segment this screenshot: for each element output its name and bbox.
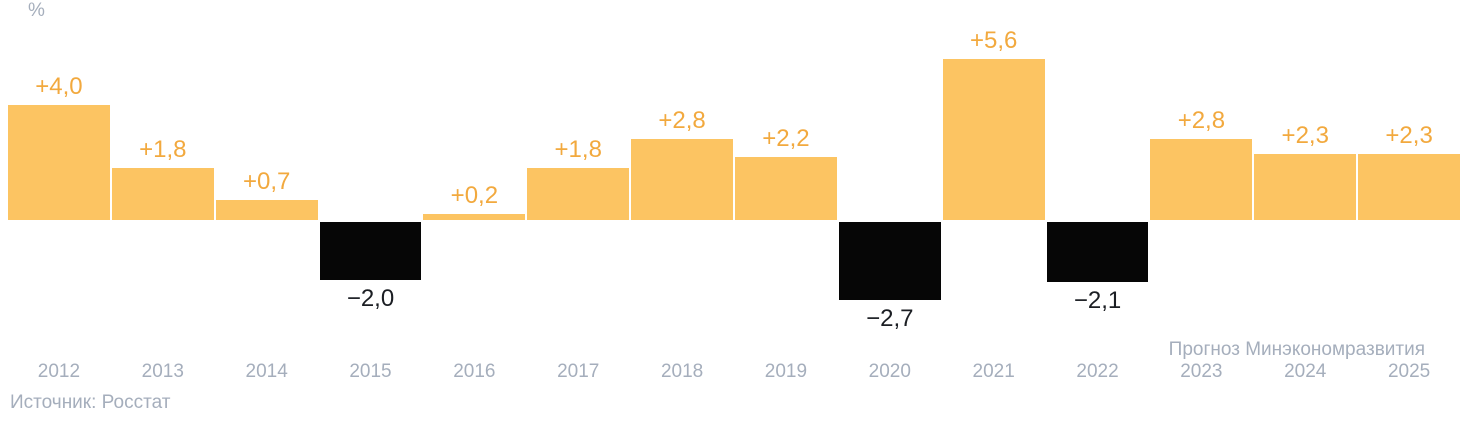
- x-axis-year-label-2020: 2020: [868, 361, 911, 382]
- bar-2024: [1254, 154, 1357, 220]
- bar-column-2022: −2,1 2022: [1046, 0, 1149, 422]
- bar-column-2018: +2,8 2018: [631, 0, 734, 422]
- bar-value-label-2022: −2,1: [1073, 287, 1122, 314]
- forecast-annotation: Прогноз Минэкономразвития: [1168, 339, 1425, 360]
- bar-column-2019: +2,2 2019: [735, 0, 837, 422]
- bar-column-2023: +2,8 2023: [1150, 0, 1253, 422]
- bar-2023: [1150, 139, 1253, 220]
- bar-value-label-2013: +1,8: [139, 136, 187, 163]
- bar-value-label-2019: +2,2: [762, 125, 810, 152]
- y-axis-unit-label: %: [28, 0, 45, 21]
- bar-2021: [942, 59, 1045, 220]
- bar-2013: [111, 168, 214, 220]
- x-axis-year-label-2023: 2023: [1180, 361, 1223, 382]
- x-axis-year-label-2019: 2019: [764, 361, 808, 382]
- bar-2012: [8, 105, 110, 220]
- bar-column-2020: −2,7 2020: [838, 0, 941, 422]
- x-axis-year-label-2018: 2018: [660, 361, 704, 382]
- x-axis-year-label-2012: 2012: [37, 361, 81, 382]
- x-axis-year-label-2021: 2021: [972, 361, 1015, 382]
- bar-2018: [631, 139, 734, 220]
- bar-value-label-2016: +0,2: [450, 182, 499, 209]
- x-axis-year-label-2015: 2015: [349, 361, 392, 382]
- bar-column-2017: +1,8 2017: [527, 0, 630, 422]
- bar-2025: [1358, 154, 1461, 220]
- bar-value-label-2017: +1,8: [554, 136, 602, 163]
- bar-2015: [319, 222, 422, 280]
- bar-value-label-2025: +2,3: [1385, 122, 1433, 149]
- bar-value-label-2014: +0,7: [242, 168, 291, 195]
- bar-column-2015: −2,0 2015: [319, 0, 422, 422]
- x-axis-year-label-2024: 2024: [1284, 361, 1327, 382]
- bar-value-label-2012: +4,0: [35, 73, 83, 100]
- bar-2017: [527, 168, 630, 220]
- bar-2019: [735, 157, 837, 220]
- bar-2020: [838, 222, 941, 300]
- x-axis-year-label-2016: 2016: [453, 361, 496, 382]
- bar-column-2024: +2,3 2024: [1254, 0, 1357, 422]
- bar-value-label-2024: +2,3: [1281, 122, 1329, 149]
- bar-2022: [1046, 222, 1149, 282]
- source-caption: Источник: Росстат: [10, 392, 171, 413]
- bar-column-2021: +5,6 2021: [942, 0, 1045, 422]
- bar-value-label-2015: −2,0: [346, 285, 395, 312]
- bar-value-label-2021: +5,6: [969, 27, 1018, 54]
- bar-column-2013: +1,8 2013: [111, 0, 214, 422]
- x-axis-year-label-2022: 2022: [1076, 361, 1119, 382]
- bar-value-label-2023: +2,8: [1177, 107, 1226, 134]
- bar-value-label-2018: +2,8: [658, 107, 706, 134]
- bar-value-label-2020: −2,7: [866, 305, 914, 332]
- x-axis-year-label-2025: 2025: [1387, 361, 1431, 382]
- x-axis-year-label-2013: 2013: [141, 361, 184, 382]
- bar-column-2014: +0,7 2014: [215, 0, 318, 422]
- bar-column-2012: +4,0 2012: [8, 0, 110, 422]
- bar-column-2016: +0,2 2016: [423, 0, 526, 422]
- bar-2016: [423, 214, 526, 220]
- x-axis-year-label-2014: 2014: [245, 361, 288, 382]
- x-axis-year-label-2017: 2017: [557, 361, 600, 382]
- bar-2014: [215, 200, 318, 220]
- bar-column-2025: +2,3 2025: [1358, 0, 1461, 422]
